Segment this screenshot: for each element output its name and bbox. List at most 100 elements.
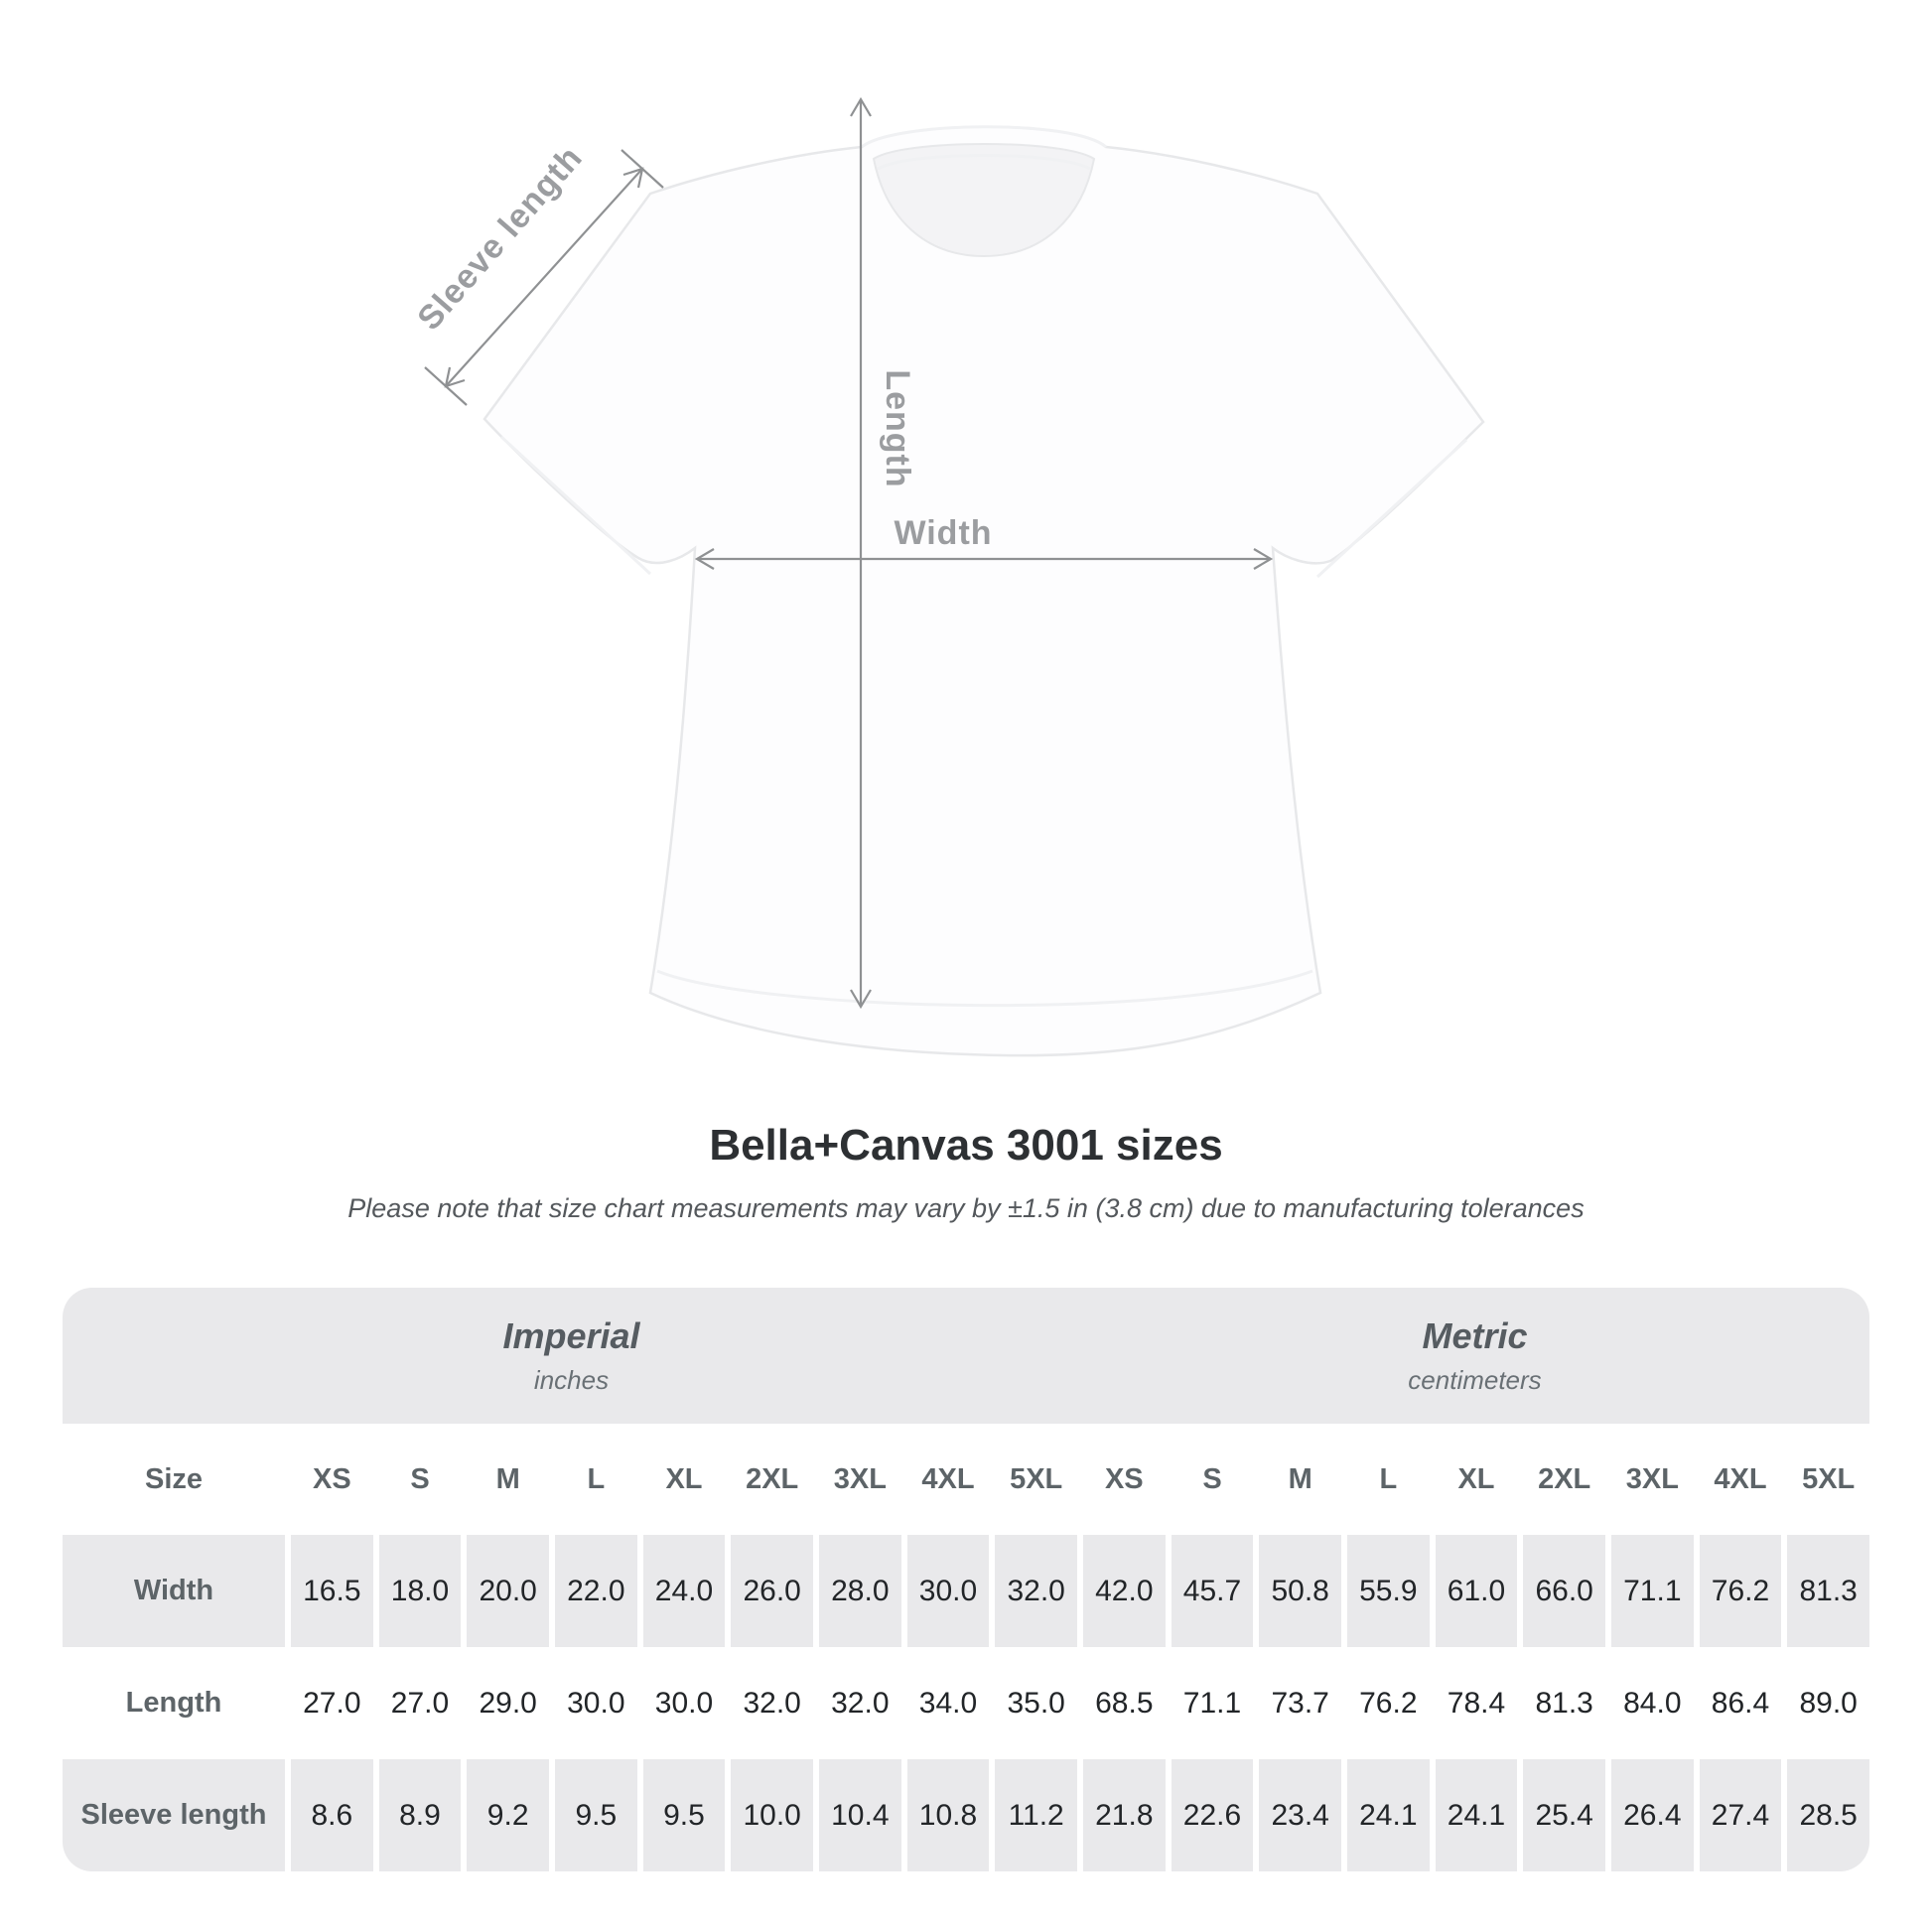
tshirt-collar-inner-line — [877, 154, 1091, 171]
sleeve-dimension-line — [445, 168, 643, 387]
length-arrowhead-bottom — [850, 989, 872, 1010]
size-table: Imperial inches Metric centimeters Size … — [63, 1288, 1869, 1871]
length-metric-3xl: 84.0 — [1610, 1647, 1694, 1759]
width-imperial-m: 20.0 — [467, 1535, 549, 1647]
sleeve-imperial-3xl: 10.4 — [818, 1759, 901, 1871]
length-imperial-2xl: 32.0 — [731, 1647, 813, 1759]
table-row-sizes: Size XS S M L XL 2XL 3XL 4XL 5XL XS S M … — [63, 1424, 1869, 1535]
length-dimension — [850, 96, 872, 1010]
size-header-metric-l: L — [1346, 1424, 1430, 1535]
size-header-metric-5xl: 5XL — [1787, 1424, 1869, 1535]
unit-group-metric: Metric centimeters — [1080, 1288, 1869, 1424]
width-imperial-3xl: 28.0 — [818, 1535, 901, 1647]
width-arrowhead-right — [1253, 548, 1274, 570]
table-row-width: Width 16.5 18.0 20.0 22.0 24.0 26.0 28.0… — [63, 1535, 1869, 1647]
length-metric-4xl: 86.4 — [1699, 1647, 1782, 1759]
length-imperial-xs: 27.0 — [291, 1647, 373, 1759]
tshirt-neck-opening — [872, 143, 1096, 258]
sleeve-metric-5xl: 28.5 — [1787, 1759, 1869, 1871]
width-metric-4xl: 76.2 — [1699, 1535, 1782, 1647]
length-metric-s: 71.1 — [1171, 1647, 1254, 1759]
size-header-imperial-l: L — [554, 1424, 637, 1535]
size-header-imperial-xl: XL — [642, 1424, 726, 1535]
width-metric-3xl: 71.1 — [1610, 1535, 1694, 1647]
sleeve-length-label: Sleeve length — [410, 139, 590, 338]
sleeve-extension-tick-top — [621, 149, 664, 189]
unit-group-imperial: Imperial inches — [63, 1288, 1080, 1424]
row-label-sleeve-length: Sleeve length — [63, 1759, 285, 1871]
length-metric-2xl: 81.3 — [1523, 1647, 1605, 1759]
left-cuff-fold — [499, 435, 652, 576]
sleeve-extension-tick-bottom — [424, 366, 468, 406]
length-imperial-3xl: 32.0 — [818, 1647, 901, 1759]
length-arrowhead-top — [850, 96, 872, 117]
table-row-length: Length 27.0 27.0 29.0 30.0 30.0 32.0 32.… — [63, 1647, 1869, 1759]
sleeve-metric-3xl: 26.4 — [1610, 1759, 1694, 1871]
size-header-imperial-3xl: 3XL — [818, 1424, 901, 1535]
page-subtitle: Please note that size chart measurements… — [347, 1193, 1585, 1223]
dimension-lines — [424, 96, 1274, 1010]
sleeve-length-dimension — [424, 149, 664, 406]
size-header-imperial-2xl: 2XL — [731, 1424, 813, 1535]
length-imperial-xl: 30.0 — [642, 1647, 726, 1759]
width-metric-xl: 61.0 — [1435, 1535, 1518, 1647]
length-imperial-m: 29.0 — [467, 1647, 549, 1759]
size-header-imperial-4xl: 4XL — [906, 1424, 990, 1535]
sleeve-imperial-xs: 8.6 — [291, 1759, 373, 1871]
size-header-metric-xl: XL — [1435, 1424, 1518, 1535]
length-metric-l: 76.2 — [1346, 1647, 1430, 1759]
size-header-imperial-xs: XS — [291, 1424, 373, 1535]
table-row-sleeve-length: Sleeve length 8.6 8.9 9.2 9.5 9.5 10.0 1… — [63, 1759, 1869, 1871]
length-metric-5xl: 89.0 — [1787, 1647, 1869, 1759]
sleeve-imperial-m: 9.2 — [467, 1759, 549, 1871]
width-imperial-2xl: 26.0 — [731, 1535, 813, 1647]
width-metric-2xl: 66.0 — [1523, 1535, 1605, 1647]
width-metric-l: 55.9 — [1346, 1535, 1430, 1647]
metric-sublabel: centimeters — [1408, 1365, 1542, 1395]
tshirt-graphic — [483, 125, 1485, 1057]
sleeve-imperial-4xl: 10.8 — [906, 1759, 990, 1871]
sleeve-metric-2xl: 25.4 — [1523, 1759, 1605, 1871]
tshirt-diagram: Sleeve length Length Width — [410, 96, 1485, 1057]
hem-fold — [656, 969, 1313, 1008]
length-metric-m: 73.7 — [1259, 1647, 1341, 1759]
tshirt-collar-band — [861, 125, 1107, 149]
size-header-metric-m: M — [1259, 1424, 1341, 1535]
width-arrowhead-left — [694, 548, 715, 570]
length-label: Length — [879, 369, 916, 487]
length-imperial-l: 30.0 — [554, 1647, 637, 1759]
sleeve-metric-xs: 21.8 — [1082, 1759, 1166, 1871]
width-imperial-l: 22.0 — [554, 1535, 637, 1647]
row-label-width: Width — [63, 1535, 285, 1647]
right-cuff-fold — [1315, 438, 1468, 579]
width-imperial-s: 18.0 — [378, 1535, 462, 1647]
size-header-imperial-5xl: 5XL — [995, 1424, 1077, 1535]
size-header-metric-xs: XS — [1082, 1424, 1166, 1535]
sleeve-metric-l: 24.1 — [1346, 1759, 1430, 1871]
length-imperial-5xl: 35.0 — [995, 1647, 1077, 1759]
sleeve-imperial-2xl: 10.0 — [731, 1759, 813, 1871]
sleeve-metric-4xl: 27.4 — [1699, 1759, 1782, 1871]
width-dimension — [694, 548, 1274, 570]
width-imperial-5xl: 32.0 — [995, 1535, 1077, 1647]
sleeve-imperial-s: 8.9 — [378, 1759, 462, 1871]
sleeve-imperial-xl: 9.5 — [642, 1759, 726, 1871]
size-header-metric-2xl: 2XL — [1523, 1424, 1605, 1535]
sleeve-metric-m: 23.4 — [1259, 1759, 1341, 1871]
unit-header: Imperial inches Metric centimeters — [63, 1288, 1869, 1424]
width-imperial-xs: 16.5 — [291, 1535, 373, 1647]
imperial-sublabel: inches — [533, 1365, 610, 1395]
length-metric-xs: 68.5 — [1082, 1647, 1166, 1759]
page-title: Bella+Canvas 3001 sizes — [709, 1121, 1223, 1170]
width-label: Width — [894, 514, 992, 552]
size-header-metric-3xl: 3XL — [1610, 1424, 1694, 1535]
size-header-metric-s: S — [1171, 1424, 1254, 1535]
length-imperial-4xl: 34.0 — [906, 1647, 990, 1759]
width-metric-s: 45.7 — [1171, 1535, 1254, 1647]
width-metric-xs: 42.0 — [1082, 1535, 1166, 1647]
size-header-metric-4xl: 4XL — [1699, 1424, 1782, 1535]
sleeve-imperial-l: 9.5 — [554, 1759, 637, 1871]
sleeve-metric-xl: 24.1 — [1435, 1759, 1518, 1871]
width-imperial-xl: 24.0 — [642, 1535, 726, 1647]
